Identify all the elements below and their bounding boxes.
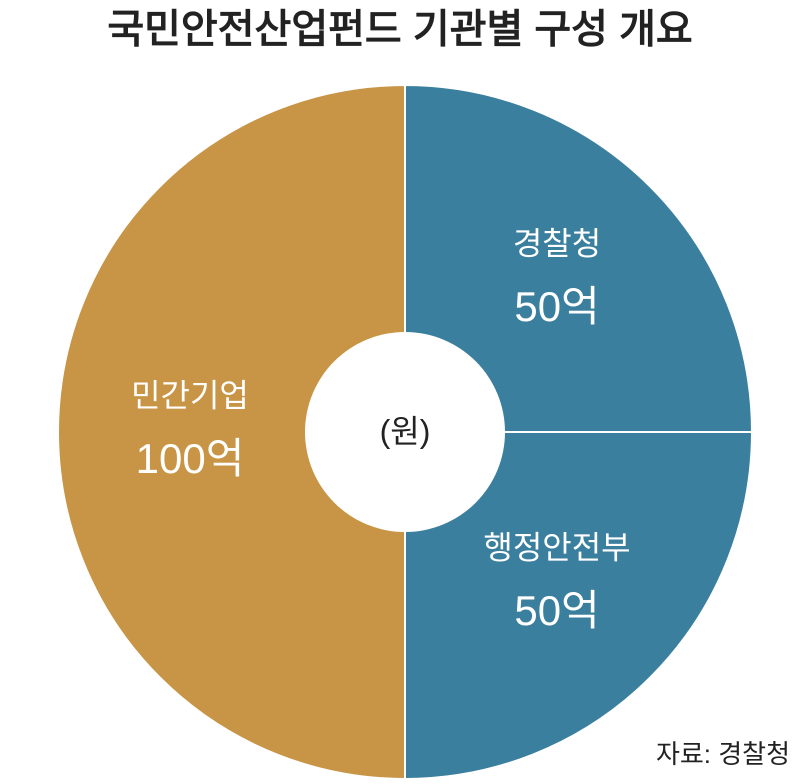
value-label: 50억 (514, 283, 599, 330)
value-label: 100억 (136, 435, 245, 482)
pie-slice (404, 431, 754, 781)
slice-name: 민간기업 (131, 377, 249, 413)
center-label: (원) (380, 413, 431, 449)
slice-name: 경찰청 (513, 225, 601, 261)
pie (57, 83, 754, 781)
source: 자료: 경찰청 (656, 739, 790, 769)
slice-name: 행정안전부 (483, 529, 630, 565)
value-label: 50억 (514, 587, 599, 634)
donut-hole (305, 332, 505, 532)
chart-title: 국민안전산업펀드 기관별 구성 개요 (107, 8, 692, 52)
pie-slice (57, 83, 406, 781)
pie-slice (404, 83, 754, 433)
